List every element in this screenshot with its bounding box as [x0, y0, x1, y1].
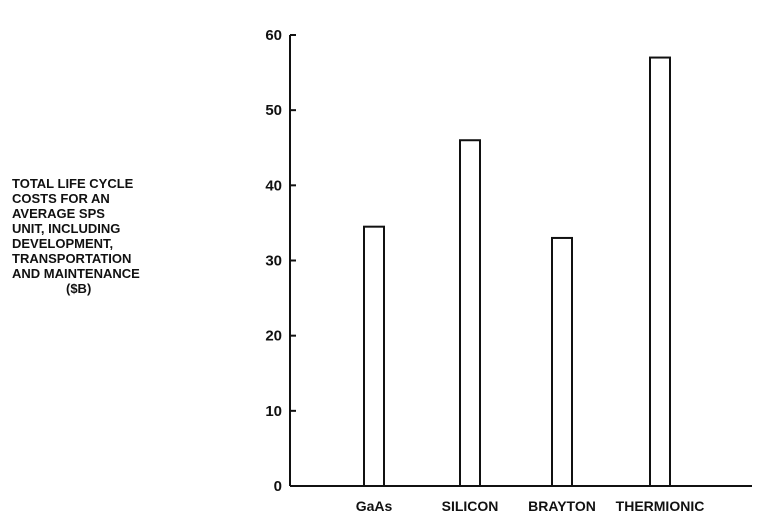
bar: [363, 225, 385, 488]
x-category-label: THERMIONIC: [616, 498, 705, 514]
bar: [459, 139, 481, 487]
bar: [649, 56, 671, 488]
y-axis-label-line: DEVELOPMENT,: [12, 236, 114, 251]
y-axis-unit: ($B): [66, 281, 92, 296]
chart-bars: [363, 56, 671, 488]
y-tick-label: 50: [265, 102, 282, 119]
y-axis-ticks: 0 10 20 30 40 50 60: [265, 27, 296, 495]
y-tick-label: 10: [265, 403, 282, 420]
y-tick-label: 30: [265, 253, 282, 270]
x-category-label: SILICON: [442, 498, 499, 514]
y-axis-label-line: UNIT, INCLUDING: [12, 221, 121, 236]
x-axis-labels: GaAs SILICON BRAYTON THERMIONIC: [356, 498, 705, 514]
y-axis-label: TOTAL LIFE CYCLE COSTS FOR AN AVERAGE SP…: [12, 176, 212, 296]
y-tick-label: 60: [265, 27, 282, 44]
y-tick-label: 20: [265, 328, 282, 345]
x-category-label: BRAYTON: [528, 498, 596, 514]
y-axis-label-line: COSTS FOR AN: [12, 191, 110, 206]
y-axis-label-line: AND MAINTENANCE: [12, 266, 140, 281]
x-category-label: GaAs: [356, 498, 393, 514]
y-axis-label-line: TRANSPORTATION: [12, 251, 132, 266]
y-tick-label: 0: [274, 478, 282, 495]
chart-axes: [289, 35, 752, 487]
y-tick-label: 40: [265, 177, 282, 194]
y-axis-label-line: AVERAGE SPS: [12, 206, 105, 221]
y-axis-label-line: TOTAL LIFE CYCLE: [12, 176, 134, 191]
bar: [551, 236, 573, 487]
